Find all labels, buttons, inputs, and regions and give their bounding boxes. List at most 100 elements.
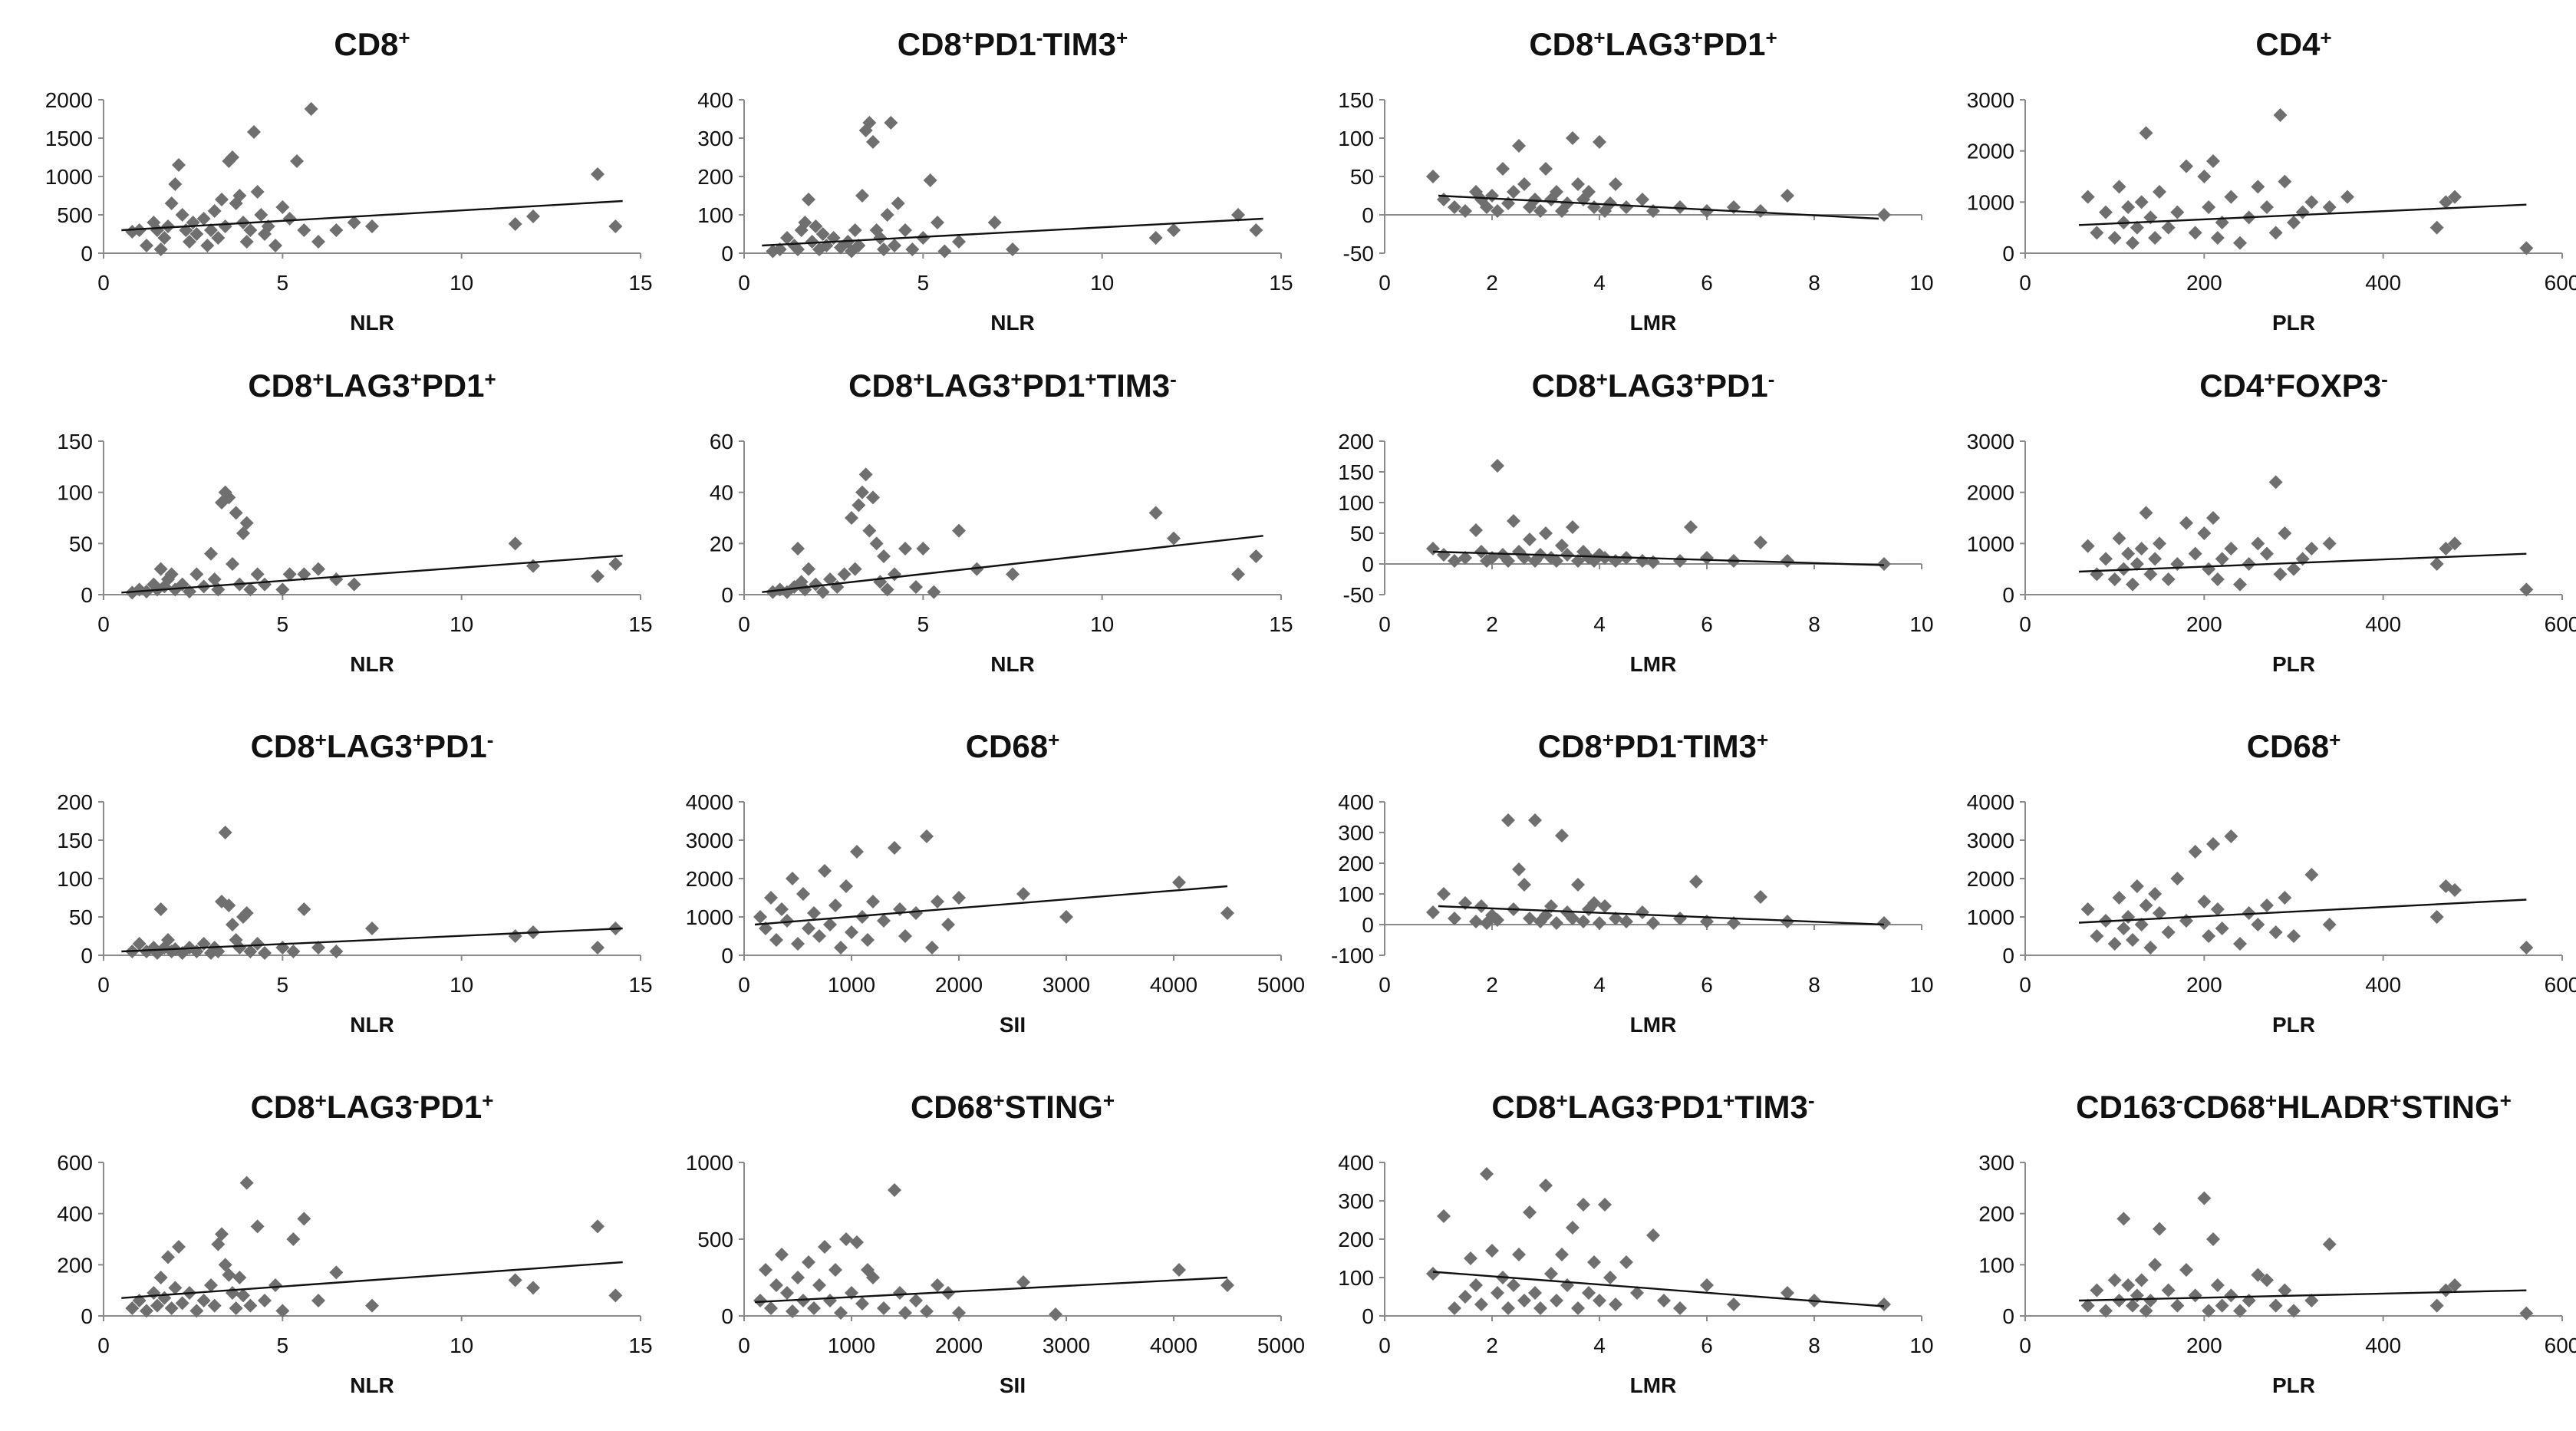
data-point (2322, 536, 2337, 551)
data-point (239, 235, 254, 249)
data-point (2197, 1191, 2212, 1205)
data-point (898, 929, 912, 943)
data-point (1231, 208, 1245, 222)
data-point (1609, 554, 1622, 568)
y-tick-label: 0 (81, 242, 93, 265)
x-tick-label: 600 (2545, 271, 2576, 295)
chart-panel-15: CD8+LAG3-PD1+TIM3- 0 100 200 300 400 0 2 4 6 8 10 LM… (1296, 1070, 1933, 1427)
x-tick-label: 5 (277, 271, 289, 295)
data-point (2099, 205, 2113, 219)
data-point (183, 235, 196, 249)
data-point (1877, 208, 1891, 222)
data-point (852, 239, 866, 252)
data-point (222, 898, 236, 912)
chart-panel-2: CD8+PD1-TIM3+ 0 100 200 300 400 0 5 10 15 NLR (656, 8, 1293, 364)
data-point (2139, 126, 2153, 140)
data-point (987, 216, 1002, 229)
x-tick-label: 8 (1808, 612, 1820, 636)
data-point (2112, 891, 2126, 905)
y-tick-label: 300 (1978, 1151, 2014, 1175)
data-point (1220, 1278, 1234, 1292)
data-point (2116, 922, 2131, 935)
data-point (2287, 929, 2301, 943)
x-tick-label: 15 (628, 973, 652, 997)
data-point (243, 1298, 258, 1313)
data-point (1469, 915, 1483, 928)
chart-title: CD163-CD68+HLADR+STING+ (2076, 1089, 2512, 1125)
data-point (2215, 552, 2229, 566)
x-tick-label: 6 (1701, 973, 1713, 997)
y-tick-label: 0 (81, 1304, 93, 1328)
data-point (2215, 1298, 2229, 1313)
data-point (1464, 1251, 1477, 1265)
data-point (226, 557, 239, 571)
chart-panel-3: CD8+LAG3+PD1+ -50 0 50 100 150 0 2 4 6 8 10 LMR (1296, 8, 1933, 364)
data-point (952, 523, 966, 538)
data-point (1512, 139, 1526, 153)
y-tick-label: 3000 (686, 829, 733, 852)
data-point (1059, 910, 1073, 924)
chart-panel-1: CD8+ 0 500 1000 1500 2000 0 5 10 15 NLR (15, 8, 653, 364)
data-point (2090, 1283, 2104, 1297)
data-point (1593, 135, 1606, 149)
x-tick-label: 0 (2019, 271, 2031, 295)
data-point (873, 231, 888, 245)
data-point (916, 542, 931, 556)
y-tick-label: 3000 (1967, 88, 2014, 112)
data-point (812, 1278, 826, 1292)
data-point (211, 1237, 226, 1251)
chart-title: CD68+ (2247, 728, 2341, 764)
data-point (1016, 887, 1030, 901)
trend-line (754, 1276, 1228, 1304)
data-point (226, 1286, 239, 1300)
data-point (1877, 1297, 1891, 1311)
y-tick-label: 200 (57, 790, 93, 814)
data-point (2278, 174, 2292, 189)
data-point (850, 845, 864, 859)
scatter-plot: CD8+LAG3-PD1+TIM3- 0 100 200 300 400 0 2 4 6 8 10 LM… (1338, 1089, 1933, 1397)
y-tick-label: 0 (1362, 1304, 1374, 1328)
x-tick-label: 1000 (828, 973, 875, 997)
scatter-plot: CD4+FOXP3- 0 1000 2000 3000 0 200 400 600 PLR (1967, 368, 2576, 676)
data-point (923, 173, 937, 187)
data-point (2210, 231, 2225, 245)
data-point (828, 1263, 842, 1277)
data-point (769, 933, 783, 947)
data-point (1448, 200, 1461, 214)
data-point (2224, 1288, 2238, 1303)
data-point (365, 922, 379, 935)
data-point (766, 585, 780, 599)
data-point (250, 937, 265, 951)
y-tick-label: 600 (57, 1151, 93, 1175)
y-tick-label: 150 (1338, 460, 1374, 484)
data-point (1517, 177, 1531, 191)
y-tick-label: 0 (81, 583, 93, 607)
x-tick-label: 5 (917, 271, 930, 295)
data-point (1458, 1290, 1472, 1304)
data-point (132, 937, 147, 951)
data-point (791, 1271, 805, 1284)
chart-title: CD8+LAG3+PD1- (251, 728, 494, 764)
scatter-plot: CD68+ 0 1000 2000 3000 4000 0 1000 2000 3000 4000 5… (686, 728, 1305, 1037)
data-point (818, 864, 832, 878)
data-point (2448, 883, 2462, 897)
data-point (1571, 554, 1585, 568)
data-point (2161, 1283, 2176, 1297)
data-point (815, 227, 830, 241)
data-point (1474, 899, 1488, 913)
data-point (311, 235, 325, 249)
y-tick-label: 200 (697, 165, 733, 189)
data-point (2153, 185, 2166, 199)
data-point (2090, 929, 2104, 943)
data-point (1469, 523, 1483, 537)
x-tick-label: 6 (1701, 1334, 1713, 1357)
data-point (1689, 875, 1703, 889)
data-point (1512, 862, 1526, 876)
data-point (2268, 1298, 2283, 1313)
data-point (1593, 1294, 1606, 1307)
data-point (1550, 185, 1563, 199)
chart-title: CD8+LAG3+PD1+ (248, 368, 496, 404)
data-point (132, 223, 147, 237)
data-point (839, 879, 853, 893)
